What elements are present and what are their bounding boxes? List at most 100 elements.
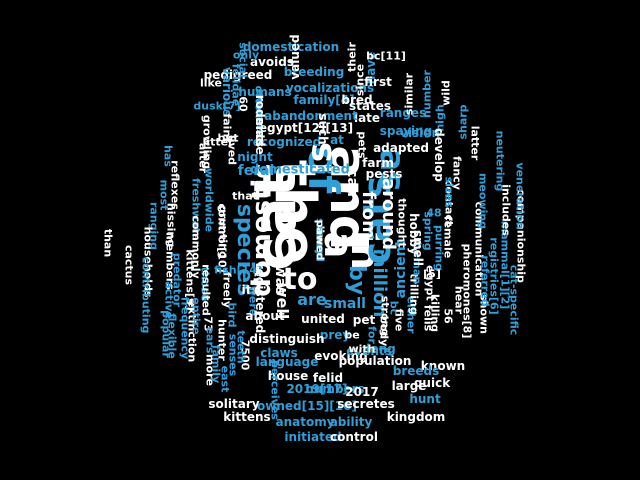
word-family-153: family (209, 344, 223, 384)
word-feral-21: feral (237, 163, 275, 179)
word-number-92: number (420, 70, 434, 118)
word-late-32: late (353, 111, 381, 125)
word-solitary-63: solitary (208, 397, 260, 411)
word-pedigreed-25: pedigreed (203, 68, 273, 82)
word-anatomy-68: anatomy (275, 415, 335, 429)
word-breeds-62: breeds (392, 364, 440, 378)
word-fish-156: fish[14] (214, 263, 262, 277)
word-long-51: long (366, 342, 396, 356)
word-by-12: by (344, 264, 369, 296)
word-states-31: states (349, 99, 391, 113)
word-spaying-36: spaying (379, 124, 433, 138)
word-large-61: large (391, 379, 427, 393)
word-initiated-71: initiated (284, 430, 342, 444)
word-48-185: 48 (426, 206, 442, 220)
word-secretes-65: secretes (337, 397, 395, 411)
word-contributing-129: contributing (139, 256, 153, 334)
word-bird-148: bird (225, 302, 239, 328)
word-such-163: such (316, 113, 330, 145)
word-two-161: two (251, 271, 265, 295)
word-its-158: its (241, 283, 259, 297)
word-made-114: made (253, 117, 267, 155)
word-claws-50: claws (260, 346, 298, 360)
word-pawed-191: pawed (313, 219, 327, 261)
word-house-55: house (267, 369, 309, 383)
word-2019-58: 2019[17] (286, 382, 348, 396)
word-perceives-154: perceives (268, 360, 282, 420)
word-numbers-57: numbers (305, 382, 365, 396)
word-neutering-86: neutering (493, 130, 507, 192)
word-control-135: control[10] (215, 203, 229, 273)
word-56-187: 56 (441, 308, 455, 324)
word-includes-78: includes (499, 184, 513, 236)
word-pets-166: pets (355, 131, 369, 159)
word-small-18: small (324, 296, 366, 312)
word-hear-89: hear (452, 285, 466, 315)
word-about-162: about (245, 309, 285, 323)
word-pests-42: pests (365, 167, 403, 181)
word-night-39: night (237, 150, 273, 164)
word-known-54: known (420, 359, 466, 373)
word-wild-91: wild (439, 80, 453, 106)
word-ancient-19: ancient (393, 239, 409, 299)
word-are-15: are (297, 290, 327, 309)
word-flexible-143: flexible (165, 313, 179, 359)
word-events-49: events (346, 344, 392, 358)
word-adapted-40: adapted (373, 141, 429, 155)
word-recognized-37: recognized (246, 135, 322, 149)
word-only-103: only (232, 48, 260, 62)
word-cactus-126: cactus (122, 244, 136, 286)
word-60-111: 60 (236, 96, 250, 112)
word-united-44: united (301, 312, 345, 326)
word-but-115: but (217, 131, 239, 145)
word-latter-90: latter (468, 125, 482, 161)
word-hunt-66: hunt (409, 392, 441, 406)
word-population-53: population (338, 354, 412, 368)
word-frequency-151: frequency (178, 296, 192, 360)
word-than-125: than (101, 228, 115, 258)
word-ranges-35: ranges (379, 106, 427, 120)
word-kingdom-70: kingdom (386, 410, 446, 424)
word-dusk-108: dusk[7] (193, 99, 241, 113)
word-vocalizations-27: vocalizations (285, 81, 375, 95)
word-domestication-24: domestication (242, 40, 340, 54)
word-for-169: for (365, 326, 379, 344)
word-language-52: language (255, 355, 319, 369)
word-farm-41: farm (362, 156, 394, 170)
word-since-100: since (353, 63, 367, 97)
word-avoids-102: avoids (249, 55, 295, 69)
word-bred-30: bred (341, 93, 373, 107)
word-sizes-184: sizes (442, 176, 456, 208)
word-humans-28: humans (238, 85, 292, 99)
word-sharp-94: sharp (456, 104, 470, 140)
word-quick-60: quick (413, 376, 451, 390)
word-similar-95: similar (402, 72, 416, 116)
word-thought-180: thought (395, 198, 409, 248)
word-first-97: first (364, 75, 392, 89)
word-num-186: [5] (423, 267, 441, 281)
word-egypt-34: egypt[12][13] (258, 121, 354, 135)
word-that-165: that (232, 189, 258, 203)
word-at-164: at (330, 133, 344, 147)
word-felid-56: felid (312, 371, 344, 385)
word-lived-120: lived (225, 134, 239, 166)
word-can-23: can (344, 169, 360, 197)
word-like-107: like (199, 76, 223, 90)
word-to-7: to (282, 262, 318, 297)
word-referred-81: referred (478, 255, 492, 307)
word-pet-45: pet (352, 313, 376, 327)
word-veneration-77: veneration (513, 162, 527, 230)
word-strong-174: strong (378, 295, 392, 337)
word-smell-182: smell (411, 229, 425, 267)
word-abandonment-33: abandonment (264, 109, 358, 123)
word-worldwide-133: worldwide (202, 167, 216, 233)
word-control-72: control (330, 430, 378, 444)
word-distinguish-48: distinguish (249, 332, 325, 346)
word-be-168: be (344, 328, 360, 342)
word-teeth-157: teeth (234, 330, 248, 364)
word-vision-38: vision (400, 126, 440, 140)
word-entire-145: entire (189, 297, 203, 335)
word-bc-98: bc[11] (366, 49, 406, 63)
word-2017-59: 2017 (345, 385, 379, 399)
